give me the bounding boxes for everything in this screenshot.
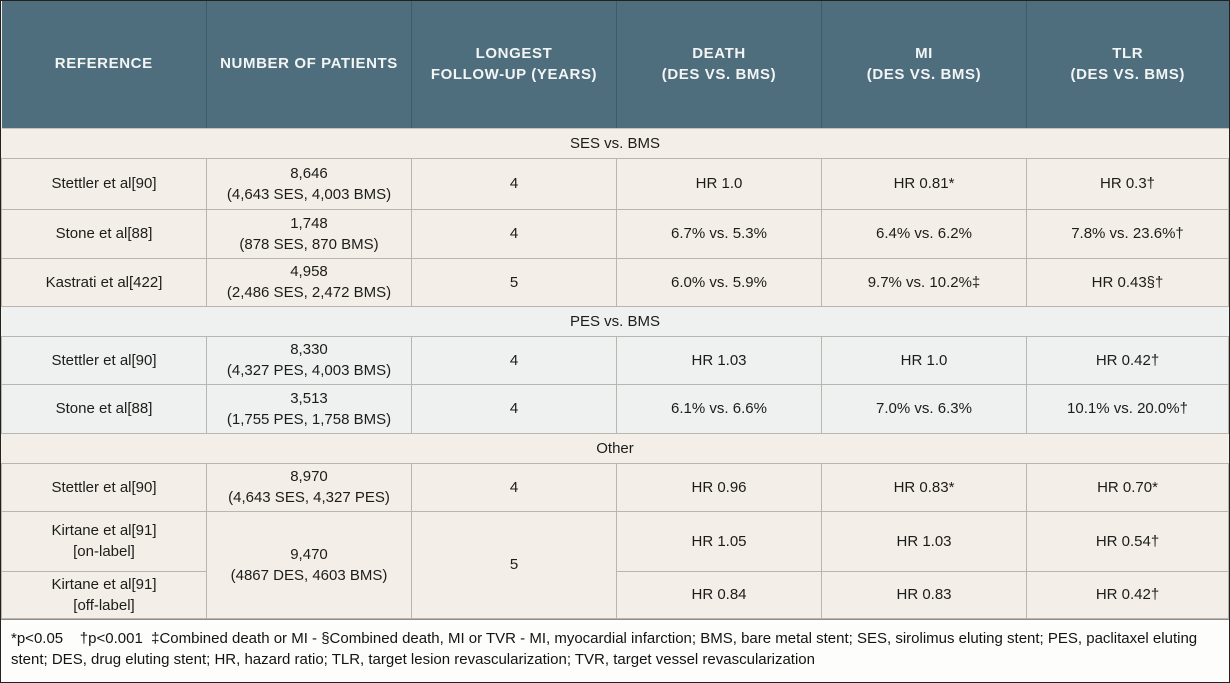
mi-cell: HR 1.03 (821, 510, 1027, 572)
section-header-pes: PES vs. BMS (1, 305, 1229, 337)
reference-cell: Stettler et al[90] (1, 462, 207, 512)
column-header-tlr: TLR (DES VS. BMS) (1026, 1, 1229, 129)
tlr-cell: HR 0.42† (1026, 335, 1229, 385)
mi-cell: 7.0% vs. 6.3% (821, 383, 1027, 434)
mi-cell: HR 1.0 (821, 335, 1027, 385)
column-header-followup: LONGEST FOLLOW-UP (YEARS) (411, 1, 617, 129)
reference-cell: Stone et al[88] (1, 208, 207, 259)
patients-cell: 8,330 (4,327 PES, 4,003 BMS) (206, 335, 412, 385)
table-row: Stettler et al[90] 8,646 (4,643 SES, 4,0… (1, 157, 1229, 210)
table-row: Kastrati et al[422] 4,958 (2,486 SES, 2,… (1, 257, 1229, 307)
reference-cell: Stone et al[88] (1, 383, 207, 434)
patients-cell-merged: 9,470 (4867 DES, 4603 BMS) (206, 510, 412, 619)
table-footnote: *p<0.05 †p<0.001 ‡Combined death or MI -… (1, 618, 1229, 682)
table-row: Stettler et al[90] 8,970 (4,643 SES, 4,3… (1, 462, 1229, 512)
reference-cell: Stettler et al[90] (1, 335, 207, 385)
tlr-cell: HR 0.70* (1026, 462, 1229, 512)
tlr-cell: 7.8% vs. 23.6%† (1026, 208, 1229, 259)
table-row: Kirtane et al[91] [on-label] 9,470 (4867… (1, 510, 1229, 619)
patients-cell: 4,958 (2,486 SES, 2,472 BMS) (206, 257, 412, 307)
tlr-cell: HR 0.43§† (1026, 257, 1229, 307)
death-cell: HR 0.84 (616, 570, 822, 619)
table-row: Stone et al[88] 3,513 (1,755 PES, 1,758 … (1, 383, 1229, 434)
data-table: REFERENCE NUMBER OF PATIENTS LONGEST FOL… (1, 1, 1229, 619)
death-cell: 6.7% vs. 5.3% (616, 208, 822, 259)
followup-cell-merged: 5 (411, 510, 617, 619)
reference-cell: Kastrati et al[422] (1, 257, 207, 307)
section-title: PES vs. BMS (1, 305, 1229, 337)
patients-cell: 3,513 (1,755 PES, 1,758 BMS) (206, 383, 412, 434)
column-header-patients: NUMBER OF PATIENTS (206, 1, 412, 129)
reference-cell: Kirtane et al[91] [on-label] (1, 510, 207, 572)
death-cell: HR 1.05 (616, 510, 822, 572)
column-header-death: DEATH (DES VS. BMS) (616, 1, 822, 129)
followup-cell: 4 (411, 462, 617, 512)
death-cell: HR 1.0 (616, 157, 822, 210)
mi-cell: 9.7% vs. 10.2%‡ (821, 257, 1027, 307)
table-row: Kirtane et al[91] [off-label] HR 0.84 HR… (1, 570, 1229, 619)
death-cell: HR 0.96 (616, 462, 822, 512)
column-header-mi: MI (DES VS. BMS) (821, 1, 1027, 129)
table-row: Stettler et al[90] 8,330 (4,327 PES, 4,0… (1, 335, 1229, 385)
mi-cell: HR 0.83 (821, 570, 1027, 619)
death-cell: HR 1.03 (616, 335, 822, 385)
table-row: Stone et al[88] 1,748 (878 SES, 870 BMS)… (1, 208, 1229, 259)
reference-cell: Stettler et al[90] (1, 157, 207, 210)
column-header-reference: REFERENCE (1, 1, 207, 129)
header-row: REFERENCE NUMBER OF PATIENTS LONGEST FOL… (1, 1, 1229, 129)
patients-cell: 8,646 (4,643 SES, 4,003 BMS) (206, 157, 412, 210)
section-title: SES vs. BMS (1, 127, 1229, 159)
tlr-cell: HR 0.3† (1026, 157, 1229, 210)
section-header-other: Other (1, 432, 1229, 464)
followup-cell: 5 (411, 257, 617, 307)
followup-cell: 4 (411, 157, 617, 210)
death-cell: 6.1% vs. 6.6% (616, 383, 822, 434)
section-title: Other (1, 432, 1229, 464)
mi-cell: HR 0.83* (821, 462, 1027, 512)
patients-cell: 1,748 (878 SES, 870 BMS) (206, 208, 412, 259)
tlr-cell: HR 0.42† (1026, 570, 1229, 619)
patients-cell: 8,970 (4,643 SES, 4,327 PES) (206, 462, 412, 512)
section-header-ses: SES vs. BMS (1, 127, 1229, 159)
tlr-cell: HR 0.54† (1026, 510, 1229, 572)
tlr-cell: 10.1% vs. 20.0%† (1026, 383, 1229, 434)
followup-cell: 4 (411, 383, 617, 434)
reference-cell: Kirtane et al[91] [off-label] (1, 570, 207, 619)
death-cell: 6.0% vs. 5.9% (616, 257, 822, 307)
followup-cell: 4 (411, 335, 617, 385)
followup-cell: 4 (411, 208, 617, 259)
mi-cell: 6.4% vs. 6.2% (821, 208, 1027, 259)
mi-cell: HR 0.81* (821, 157, 1027, 210)
